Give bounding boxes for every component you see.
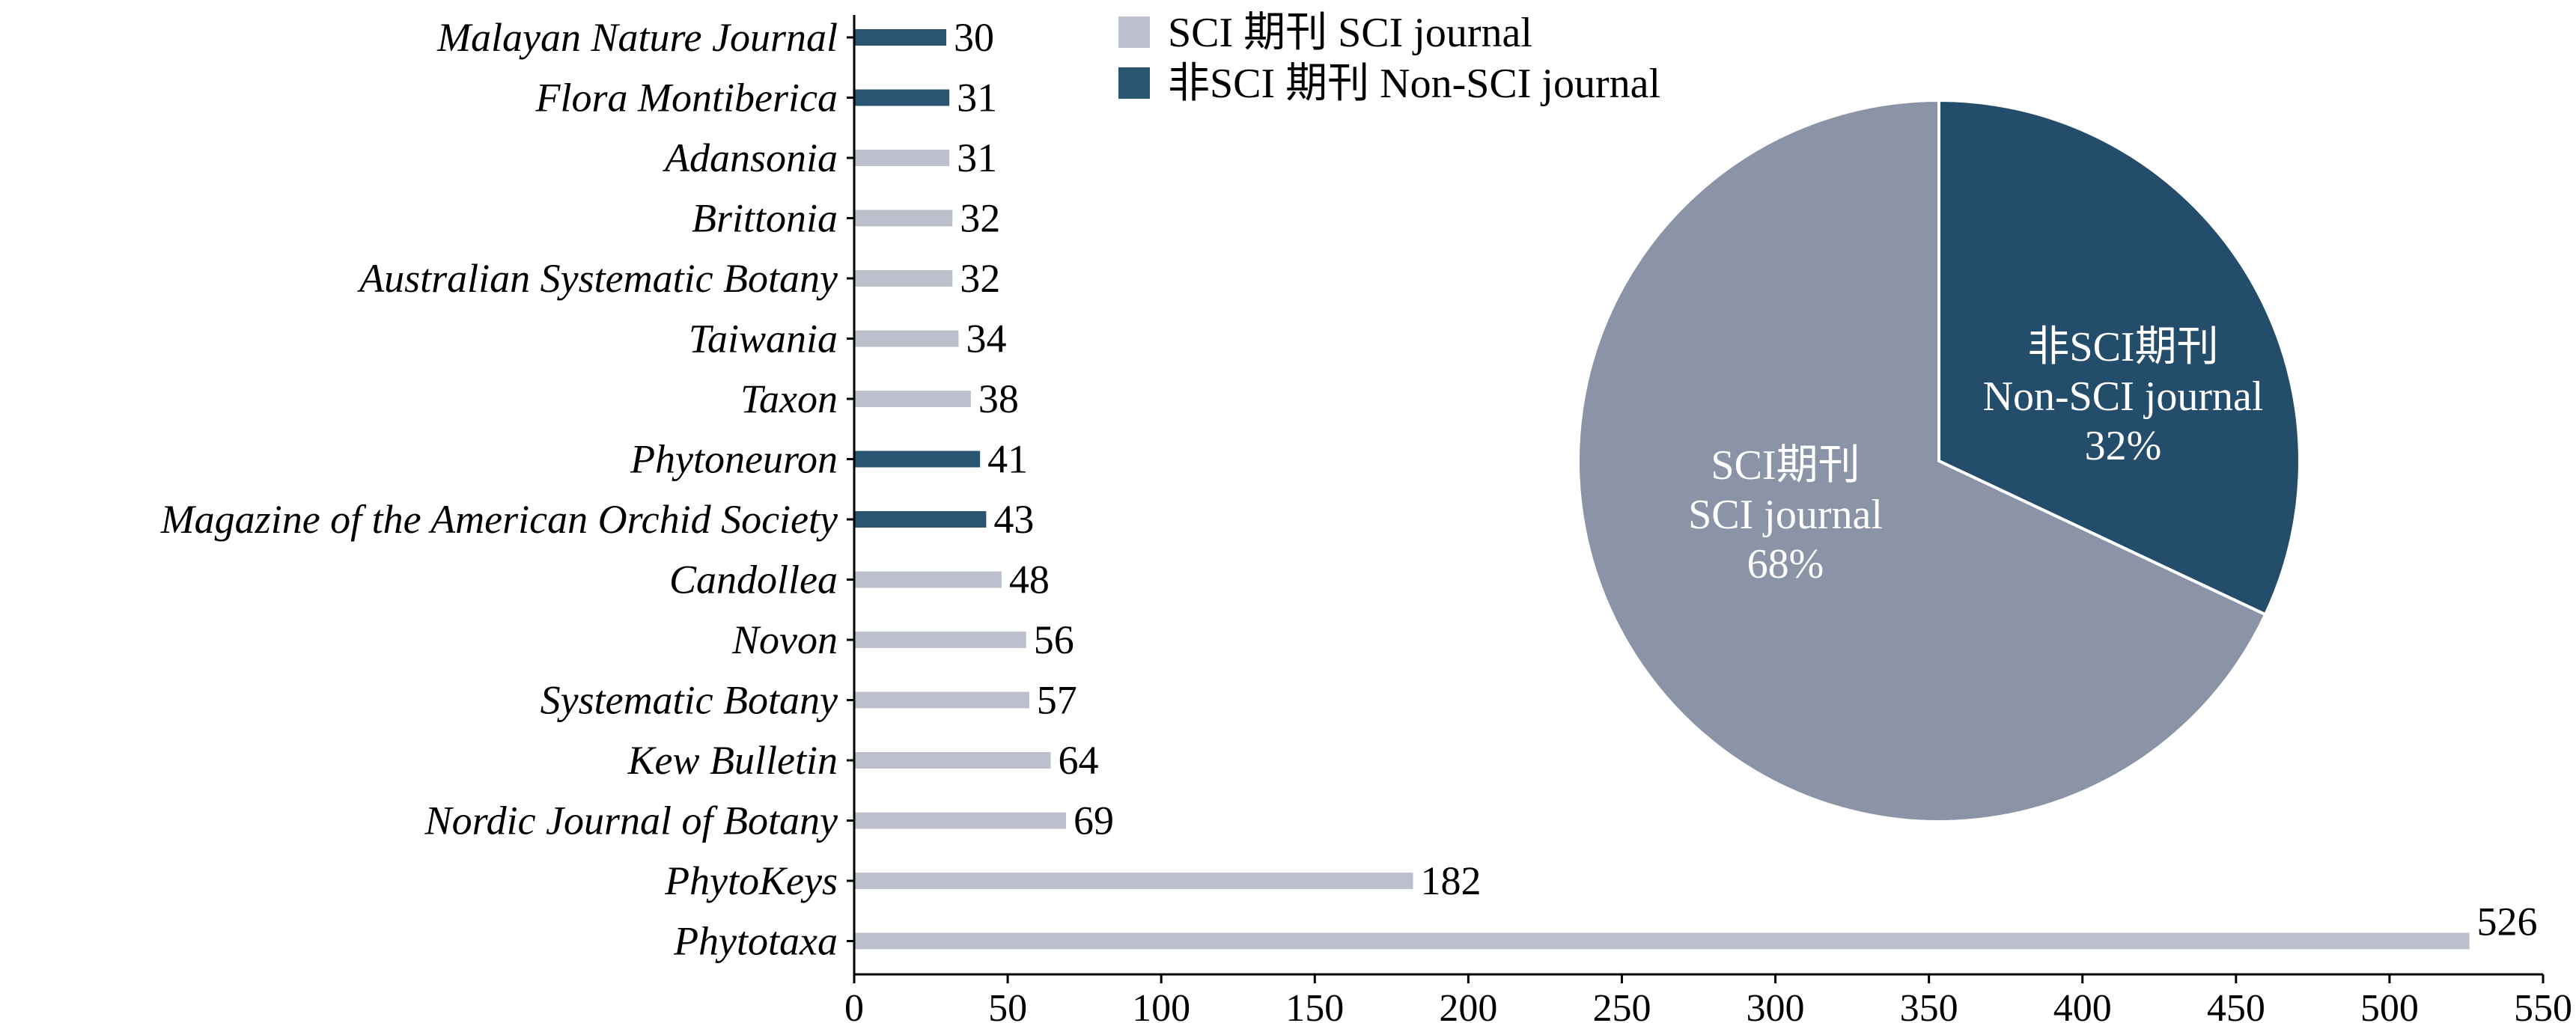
x-axis-ticks: 0 50 100 150 200 250 300 350 400 450 500 550 — [844, 974, 2572, 1023]
x-tick-label: 400 — [2053, 987, 2112, 1023]
bar-adansonia — [854, 150, 950, 166]
legend: SCI 期刊 SCI journal 非SCI 期刊 Non-SCI journ… — [1118, 10, 1660, 107]
bar-phytotaxa — [854, 932, 2470, 950]
category-label: Flora Montiberica — [535, 76, 838, 120]
category-label: Systematic Botany — [541, 678, 838, 723]
value-label: 43 — [993, 497, 1034, 542]
pie-slice-non-sci — [1937, 98, 2301, 617]
value-label: 32 — [960, 256, 1000, 301]
value-label: 34 — [966, 317, 1006, 361]
value-label: 32 — [960, 196, 1000, 241]
x-tick-label: 0 — [844, 987, 864, 1023]
x-tick-label: 500 — [2360, 987, 2419, 1023]
bar-australian-systematic-botany — [854, 270, 953, 287]
legend-swatch-non-sci — [1118, 67, 1150, 99]
value-label: 30 — [954, 15, 994, 60]
category-label: Taiwania — [689, 317, 838, 361]
category-label: Novon — [731, 617, 838, 662]
bar-taxon — [854, 391, 971, 407]
value-label: 526 — [2477, 900, 2538, 944]
bar-novon — [854, 632, 1026, 648]
bar-nordic-journal-of-botany — [854, 812, 1067, 829]
value-label: 48 — [1009, 558, 1050, 602]
x-tick-label: 350 — [1900, 987, 1958, 1023]
value-label: 57 — [1037, 678, 1077, 723]
value-label: 38 — [978, 376, 1019, 421]
bar-malayan-nature-journal — [854, 29, 947, 46]
pie-slice-sci — [1577, 98, 2268, 823]
x-tick-label: 550 — [2514, 987, 2572, 1023]
bar-phytokeys — [854, 873, 1413, 889]
value-label: 182 — [1421, 858, 1482, 903]
value-label: 41 — [987, 437, 1028, 482]
category-label: Magazine of the American Orchid Society — [160, 497, 838, 542]
bar-series — [854, 29, 2470, 950]
bar-candollea — [854, 571, 1002, 588]
bar-chart: Malayan Nature Journal Flora Montiberica A… — [160, 15, 2572, 1023]
category-label: Phytoneuron — [630, 437, 838, 482]
value-label: 31 — [957, 76, 997, 120]
category-label: PhytoKeys — [664, 858, 838, 903]
legend-swatch-sci — [1118, 16, 1150, 48]
pie-chart: 非SCI期刊 Non-SCI journal 32% SCI期刊 SCI journal… — [1577, 98, 2301, 823]
bar-systematic-botany — [854, 691, 1029, 709]
x-tick-label: 50 — [988, 987, 1027, 1023]
bar-brittonia — [854, 210, 953, 227]
x-tick-label: 450 — [2207, 987, 2265, 1023]
bar-taiwania — [854, 330, 959, 347]
bar-kew-bulletin — [854, 752, 1051, 769]
x-tick-label: 150 — [1285, 987, 1344, 1023]
x-tick-label: 250 — [1592, 987, 1651, 1023]
category-label: Taxon — [740, 376, 838, 421]
x-tick-label: 100 — [1132, 987, 1190, 1023]
legend-label-non-sci: 非SCI 期刊 Non-SCI journal — [1168, 61, 1660, 107]
category-label: Australian Systematic Botany — [357, 256, 838, 301]
category-label: Malayan Nature Journal — [436, 15, 838, 60]
legend-label-sci: SCI 期刊 SCI journal — [1168, 10, 1532, 56]
category-labels: Malayan Nature Journal Flora Montiberica A… — [160, 15, 838, 964]
pie-label-sci: SCI期刊 SCI journal 68% — [1688, 442, 1883, 587]
value-label: 56 — [1034, 617, 1074, 662]
x-tick-label: 300 — [1747, 987, 1805, 1023]
value-label: 69 — [1074, 798, 1114, 843]
bar-magazine-of-the-american-orchid-society — [854, 511, 987, 528]
value-labels: 30 31 31 32 32 34 38 41 43 48 56 57 64 69 182 526 — [954, 15, 2538, 944]
category-label: Adansonia — [663, 135, 838, 180]
value-label: 64 — [1059, 738, 1099, 783]
category-label: Candollea — [669, 558, 838, 602]
value-label: 31 — [957, 135, 997, 180]
category-label: Phytotaxa — [673, 919, 838, 964]
pie-label-non-sci: 非SCI期刊 Non-SCI journal 32% — [1983, 324, 2264, 469]
bar-phytoneuron — [854, 451, 981, 468]
category-label: Nordic Journal of Botany — [424, 798, 838, 843]
category-label: Brittonia — [692, 196, 838, 241]
axes — [847, 15, 2543, 976]
x-tick-label: 200 — [1439, 987, 1497, 1023]
bar-flora-montiberica — [854, 89, 950, 106]
category-label: Kew Bulletin — [627, 738, 838, 783]
